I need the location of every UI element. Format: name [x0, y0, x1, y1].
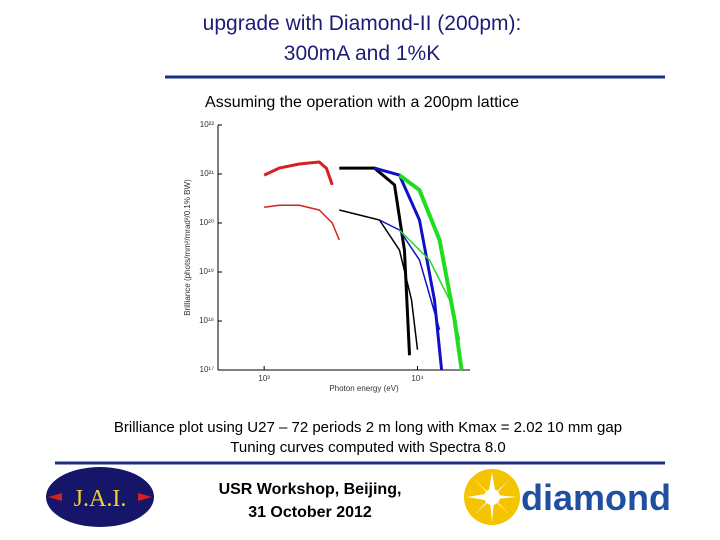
- logo-text: diamond: [521, 477, 671, 518]
- subtitle: Assuming the operation with a 200pm latt…: [205, 94, 519, 111]
- series-line: [339, 209, 419, 350]
- footer-line: USR Workshop, Beijing,: [219, 481, 402, 498]
- title-line: upgrade with Diamond-II (200pm):: [203, 12, 522, 35]
- diamond-logo: diamond: [464, 469, 671, 525]
- footer-line: 31 October 2012: [248, 504, 372, 521]
- caption-line: Brilliance plot using U27 – 72 periods 2…: [114, 419, 622, 436]
- y-tick-label: 10¹⁹: [199, 267, 214, 276]
- series-line: [398, 173, 464, 371]
- series-line: [374, 166, 444, 371]
- series-line: [379, 219, 441, 331]
- jai-logo: J.A.I.: [46, 467, 154, 527]
- series-line: [398, 229, 461, 341]
- title-line: 300mA and 1%K: [284, 42, 440, 65]
- y-tick-label: 10²²: [200, 120, 215, 129]
- caption-line: Tuning curves computed with Spectra 8.0: [230, 439, 505, 456]
- logo-text: J.A.I.: [74, 486, 127, 512]
- series-line: [263, 160, 334, 186]
- series-line: [264, 204, 340, 241]
- y-axis-label: Brilliance (phots/mm²/mrad²/0.1% BW): [183, 179, 192, 316]
- y-tick-label: 10²¹: [200, 169, 215, 178]
- chart: 10¹⁷ 10¹⁸ 10¹⁹ 10²⁰ 10²¹ 10²² 10³ 10⁴ Photon ene…: [183, 120, 470, 393]
- x-tick-label: 10⁴: [411, 374, 424, 383]
- y-tick-label: 10²⁰: [199, 218, 214, 227]
- y-tick-label: 10¹⁷: [200, 365, 215, 374]
- series-line: [339, 166, 412, 356]
- x-tick-label: 10³: [258, 374, 270, 383]
- y-tick-label: 10¹⁸: [199, 316, 214, 325]
- x-axis-label: Photon energy (eV): [329, 384, 399, 393]
